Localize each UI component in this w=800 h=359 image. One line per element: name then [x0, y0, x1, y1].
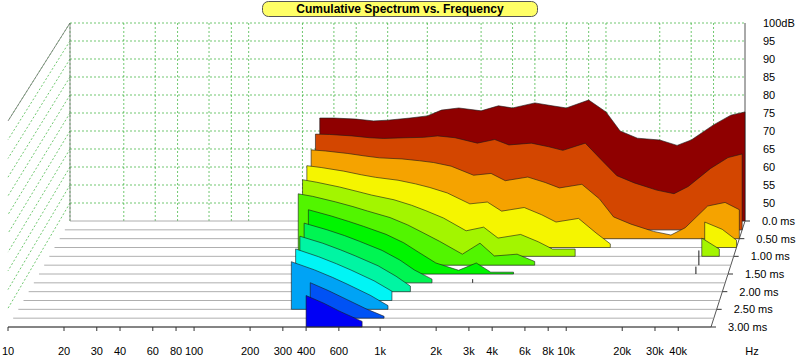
svg-text:400: 400 — [297, 345, 315, 357]
svg-text:50: 50 — [763, 197, 775, 209]
svg-text:80: 80 — [170, 345, 182, 357]
svg-text:100: 100 — [185, 345, 203, 357]
svg-text:2k: 2k — [430, 345, 442, 357]
svg-text:20: 20 — [58, 345, 70, 357]
svg-text:Cumulative Spectrum vs. Freque: Cumulative Spectrum vs. Frequency — [296, 2, 504, 16]
svg-text:10: 10 — [2, 345, 14, 357]
svg-text:0.0 ms: 0.0 ms — [762, 215, 796, 227]
svg-text:2.00 ms: 2.00 ms — [739, 286, 779, 298]
svg-text:100dB: 100dB — [763, 17, 795, 29]
svg-text:1.50 ms: 1.50 ms — [745, 268, 785, 280]
svg-text:85: 85 — [763, 71, 775, 83]
svg-text:6k: 6k — [519, 345, 531, 357]
svg-text:65: 65 — [763, 143, 775, 155]
svg-text:40: 40 — [114, 345, 126, 357]
svg-text:300: 300 — [274, 345, 292, 357]
svg-text:4k: 4k — [486, 345, 498, 357]
svg-text:70: 70 — [763, 125, 775, 137]
svg-text:80: 80 — [763, 89, 775, 101]
svg-text:75: 75 — [763, 107, 775, 119]
svg-text:1.00 ms: 1.00 ms — [751, 250, 791, 262]
svg-text:200: 200 — [241, 345, 259, 357]
svg-text:90: 90 — [763, 53, 775, 65]
svg-text:40k: 40k — [669, 345, 687, 357]
svg-text:600: 600 — [330, 345, 348, 357]
svg-text:0.50 ms: 0.50 ms — [756, 233, 796, 245]
svg-text:3.00 ms: 3.00 ms — [728, 321, 768, 333]
svg-text:30k: 30k — [646, 345, 664, 357]
svg-text:60: 60 — [763, 161, 775, 173]
svg-text:55: 55 — [763, 179, 775, 191]
svg-text:60: 60 — [147, 345, 159, 357]
svg-text:2.50 ms: 2.50 ms — [734, 303, 774, 315]
svg-text:30: 30 — [91, 345, 103, 357]
svg-text:20k: 20k — [613, 345, 631, 357]
svg-text:3k: 3k — [463, 345, 475, 357]
svg-text:Hz: Hz — [745, 345, 758, 357]
svg-text:95: 95 — [763, 35, 775, 47]
svg-text:10k: 10k — [557, 345, 575, 357]
svg-text:8k: 8k — [542, 345, 554, 357]
svg-text:1k: 1k — [374, 345, 386, 357]
